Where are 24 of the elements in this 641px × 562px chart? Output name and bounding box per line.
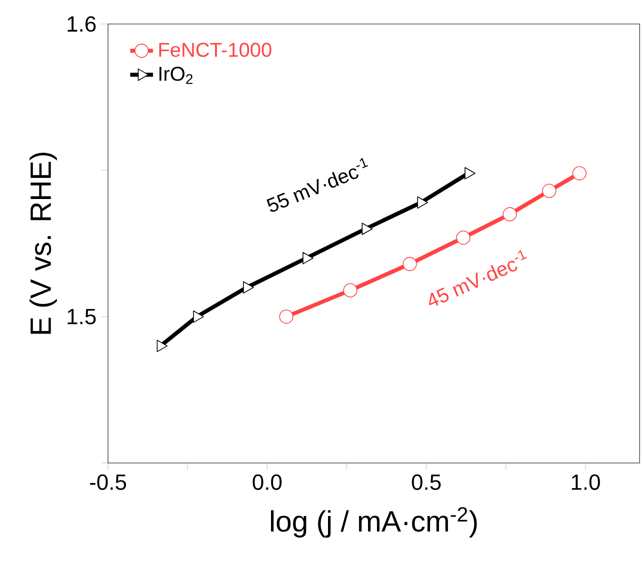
x-tick-label: 0.0 <box>252 474 282 490</box>
point <box>572 166 587 180</box>
point <box>193 310 204 323</box>
legend-label: IrO$_{2}$ <box>159 66 192 84</box>
x-tick-label: 0.5 <box>412 474 441 490</box>
x-tick-label: -0.5 <box>90 474 126 490</box>
point <box>502 207 517 222</box>
point <box>362 222 373 236</box>
point <box>302 252 314 264</box>
point <box>343 283 358 298</box>
point <box>464 167 476 180</box>
y-axis-title: E (V vs. RHE) <box>30 152 57 334</box>
x-tick-label: 1.0 <box>572 474 600 490</box>
x-axis-title: log (j / mA·cm$^{-2}$) <box>270 507 477 538</box>
legend-label: FeNCT-1000 <box>159 42 272 57</box>
y-tick-label: 1.6 <box>68 16 96 32</box>
point <box>456 230 470 245</box>
y-tick-label: 1.5 <box>68 308 96 324</box>
point <box>243 281 254 294</box>
point <box>279 310 294 324</box>
point <box>542 184 556 198</box>
point <box>156 340 168 352</box>
point <box>402 256 417 272</box>
point <box>417 196 428 209</box>
